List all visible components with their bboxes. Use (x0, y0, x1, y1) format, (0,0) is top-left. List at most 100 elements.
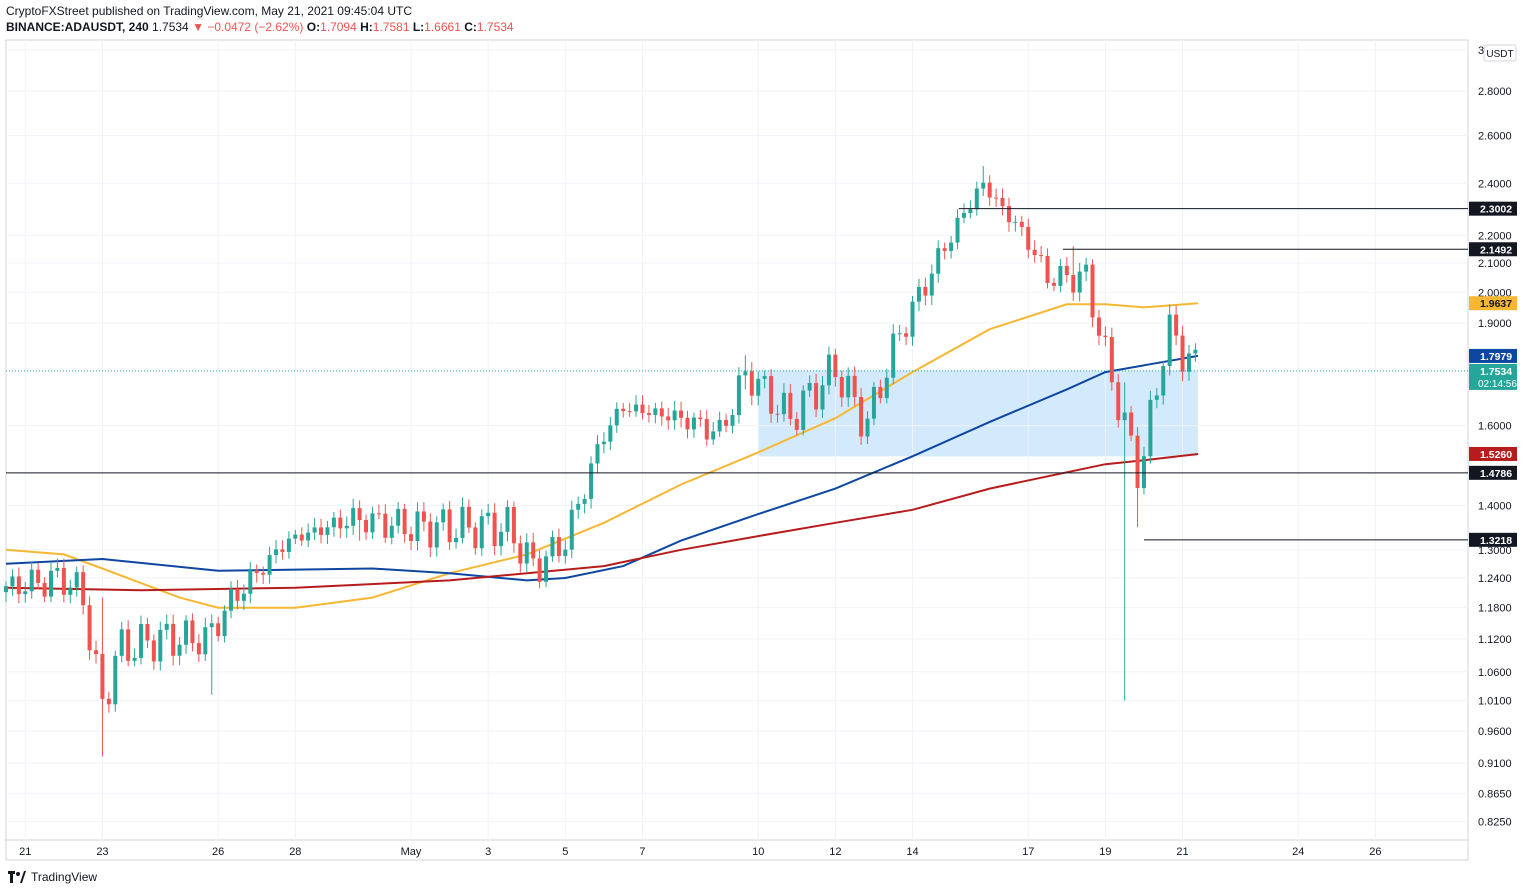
candle-body (396, 508, 401, 526)
currency-badge[interactable] (1483, 44, 1517, 62)
candle-body (479, 516, 484, 549)
low-label: L: (412, 20, 425, 34)
y-tick-label: 2.2000 (1478, 230, 1512, 242)
candle-body (1096, 317, 1101, 336)
candle-body (312, 527, 317, 533)
candle-body (801, 390, 806, 430)
candle-body (685, 417, 690, 430)
candle-body (164, 623, 169, 630)
y-tick-label: 1.6000 (1478, 421, 1512, 433)
high-label: H: (360, 20, 373, 34)
candle-body (717, 419, 722, 432)
candle-body (1122, 412, 1127, 421)
candle-body (769, 376, 774, 414)
candle-body (698, 417, 703, 420)
candle-body (904, 333, 909, 337)
candle-body (36, 569, 41, 583)
chart-header: CryptoFXStreet published on TradingView.… (6, 4, 514, 35)
candle-body (441, 509, 446, 523)
publish-info: CryptoFXStreet published on TradingView.… (6, 4, 413, 18)
price-label: 1.7979 (1480, 351, 1512, 363)
candle-body (531, 542, 536, 559)
candle-body (762, 376, 767, 379)
price-label-box (1469, 532, 1517, 547)
open-label: O: (306, 20, 321, 34)
candle-body (1039, 255, 1044, 257)
candle-body (87, 605, 92, 651)
candle-body (473, 527, 478, 549)
candle-body (839, 377, 844, 398)
candle-body (132, 657, 137, 661)
candle-body (402, 508, 407, 535)
y-tick-label: 1.0100 (1478, 696, 1512, 708)
price-label: 1.3218 (1480, 535, 1512, 547)
candle-body (460, 506, 465, 538)
candle-body (544, 556, 549, 582)
candle-body (203, 627, 208, 655)
candle-body (621, 408, 626, 412)
candle-body (486, 512, 491, 517)
candle-body (878, 386, 883, 399)
candle-body (280, 549, 285, 552)
candle-body (55, 567, 60, 571)
candle-body (209, 623, 214, 628)
candle-body (711, 431, 716, 440)
candle-body (640, 404, 645, 413)
candle-body (139, 623, 144, 658)
candle-body (325, 527, 330, 535)
candle-body (1154, 395, 1159, 400)
candle-body (171, 623, 176, 656)
footer-brand-label: TradingView (31, 870, 98, 884)
candle-body (274, 549, 279, 556)
x-tick-label: 5 (562, 846, 568, 858)
y-tick-label: 2.4000 (1478, 178, 1512, 190)
candle-body (994, 197, 999, 199)
y-tick-label: 1.4000 (1478, 500, 1512, 512)
candle-body (1006, 206, 1011, 223)
candle-body (434, 522, 439, 548)
candle-body (267, 555, 272, 575)
candle-body (672, 410, 677, 421)
candle-body (421, 511, 426, 522)
candle-body (229, 589, 234, 611)
candle-body (601, 441, 606, 445)
symbol-name[interactable]: BINANCE:ADAUSDT, 240 (6, 20, 149, 34)
candle-body (100, 654, 105, 699)
footer-brand[interactable]: TradingView (8, 870, 97, 884)
candle-body (820, 385, 825, 410)
candle-body (968, 209, 973, 213)
candle-body (949, 242, 954, 251)
candle-body (724, 419, 729, 426)
candle-body (351, 508, 356, 526)
candle-body (814, 383, 819, 410)
candle-body (254, 570, 259, 573)
candle-body (389, 525, 394, 538)
candle-body (222, 610, 227, 637)
candle-body (537, 558, 542, 582)
x-tick-label: 24 (1292, 846, 1304, 858)
change-arrow-icon: ▼ (192, 20, 204, 34)
price-label-box (1469, 348, 1517, 363)
x-tick-label: 28 (289, 846, 301, 858)
x-tick-label: 3 (485, 846, 491, 858)
y-tick-label: 1.1200 (1478, 634, 1512, 646)
candle-body (1051, 282, 1056, 286)
candle-body (415, 511, 420, 541)
candle-body (454, 537, 459, 543)
price-label-box (1469, 363, 1517, 390)
moving-average-ma100 (5, 354, 1199, 582)
candle-body (1071, 275, 1076, 293)
candle-body (556, 537, 561, 557)
last-price: 1.7534 (152, 20, 189, 34)
candle-body (826, 354, 831, 386)
candle-body (190, 620, 195, 644)
candle-body (929, 273, 934, 296)
low-value: 1.6661 (424, 20, 461, 34)
candle-body (1077, 271, 1082, 293)
y-tick-label: 1.2400 (1478, 573, 1512, 585)
candle-body (788, 392, 793, 419)
candle-body (756, 378, 761, 396)
candle-body (216, 623, 221, 637)
price-label-box (1469, 242, 1517, 257)
